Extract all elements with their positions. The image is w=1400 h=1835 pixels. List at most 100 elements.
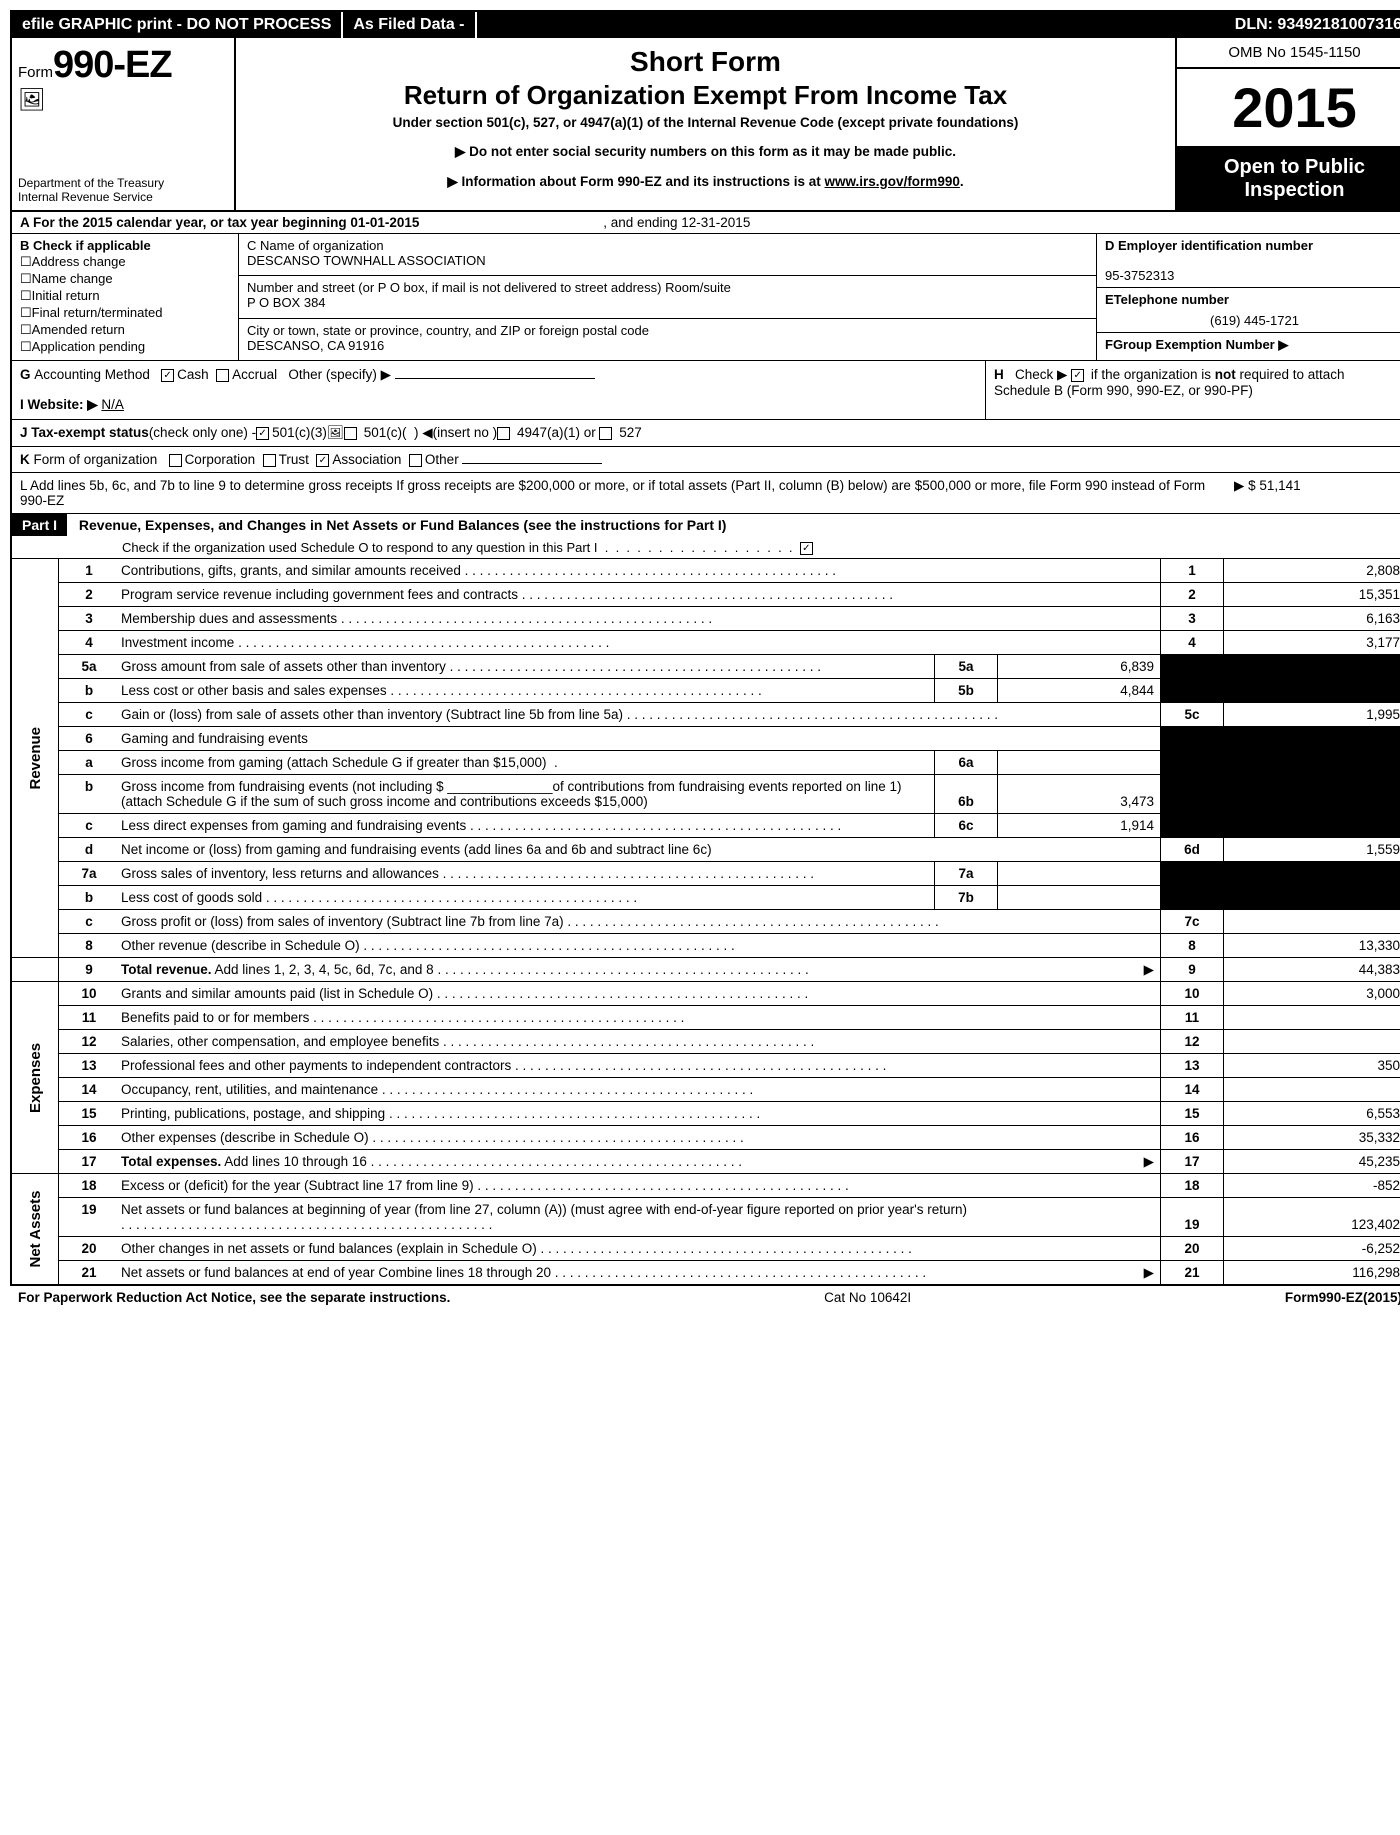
dept-irs: Internal Revenue Service — [18, 190, 228, 204]
efile-label: efile GRAPHIC print - DO NOT PROCESS — [12, 12, 343, 38]
e-val: (619) 445-1721 — [1105, 313, 1400, 328]
inspection: Inspection — [1244, 179, 1344, 202]
line-2: 2 Program service revenue including gove… — [12, 583, 1400, 607]
header-mid: Short Form Return of Organization Exempt… — [236, 38, 1175, 210]
row-gh: G Accounting Method ✓Cash Accrual Other … — [12, 361, 1400, 420]
l-val: ▶ $ 51,141 — [1214, 478, 1400, 508]
line-11: 11 Benefits paid to or for members 11 — [12, 1006, 1400, 1030]
e-phone: ETelephone number (619) 445-1721 — [1097, 288, 1400, 333]
footer: For Paperwork Reduction Act Notice, see … — [10, 1286, 1400, 1309]
line-5c: c Gain or (loss) from sale of assets oth… — [12, 703, 1400, 727]
top-bar: efile GRAPHIC print - DO NOT PROCESS As … — [12, 12, 1400, 38]
c-city-val: DESCANSO, CA 91916 — [247, 338, 1088, 353]
omb-number: OMB No 1545-1150 — [1177, 38, 1400, 69]
bullet-icon: 🖼 — [18, 87, 228, 113]
inspection-box: Open to Public Inspection — [1177, 148, 1400, 210]
cb-pending[interactable]: ☐Application pending — [20, 339, 230, 355]
line-18: Net Assets 18 Excess or (deficit) for th… — [12, 1174, 1400, 1198]
d-label: D Employer identification number — [1105, 238, 1313, 253]
f-group: FGroup Exemption Number ▶ — [1097, 333, 1400, 360]
line-15: 15 Printing, publications, postage, and … — [12, 1102, 1400, 1126]
c-street-val: P O BOX 384 — [247, 295, 1088, 310]
footer-right: Form990-EZ(2015) — [1285, 1290, 1400, 1305]
row-j: J Tax-exempt status(check only one) -✓50… — [12, 420, 1400, 447]
part1-badge: Part I — [12, 514, 67, 536]
cb-final[interactable]: ☐Final return/terminated — [20, 305, 230, 321]
section-bcde: B Check if applicable ☐Address change ☐N… — [12, 234, 1400, 361]
header-right: OMB No 1545-1150 2015 Open to Public Ins… — [1175, 38, 1400, 210]
h-check: H Check ▶ ✓ if the organization is not r… — [985, 361, 1400, 419]
header: Form990-EZ 🖼 Department of the Treasury … — [12, 38, 1400, 212]
b-header: B Check if applicable — [20, 238, 151, 253]
line-13: 13 Professional fees and other payments … — [12, 1054, 1400, 1078]
form-prefix: Form — [18, 64, 53, 81]
e-label: ETelephone number — [1105, 292, 1229, 307]
part1-header: Part I Revenue, Expenses, and Changes in… — [12, 514, 1400, 559]
line-1: Revenue 1 Contributions, gifts, grants, … — [12, 559, 1400, 583]
i-website: I Website: ▶ N/A — [20, 397, 977, 413]
row-a: A For the 2015 calendar year, or tax yea… — [12, 212, 1400, 234]
line-14: 14 Occupancy, rent, utilities, and maint… — [12, 1078, 1400, 1102]
header-left: Form990-EZ 🖼 Department of the Treasury … — [12, 38, 236, 210]
irs-link[interactable]: www.irs.gov/form990 — [825, 174, 960, 189]
line-20: 20 Other changes in net assets or fund b… — [12, 1237, 1400, 1261]
title-short-form: Short Form — [246, 46, 1165, 78]
line-6b: b Gross income from fundraising events (… — [12, 775, 1400, 814]
line-6a: a Gross income from gaming (attach Sched… — [12, 751, 1400, 775]
part1-sub: Check if the organization used Schedule … — [12, 536, 1400, 558]
form-990ez: efile GRAPHIC print - DO NOT PROCESS As … — [10, 10, 1400, 1286]
form-number: Form990-EZ — [18, 44, 228, 87]
footer-left: For Paperwork Reduction Act Notice, see … — [18, 1290, 450, 1305]
note-ssn: ▶ Do not enter social security numbers o… — [246, 144, 1165, 160]
side-revenue: Revenue — [12, 559, 59, 958]
line-10: Expenses 10 Grants and similar amounts p… — [12, 982, 1400, 1006]
g-accounting: G Accounting Method ✓Cash Accrual Other … — [12, 361, 985, 419]
dln-label: DLN: 93492181007316 — [1225, 12, 1400, 38]
c-city-label: City or town, state or province, country… — [247, 323, 1088, 338]
col-de: D Employer identification number 95-3752… — [1096, 234, 1400, 360]
footer-cat: Cat No 10642I — [824, 1290, 911, 1305]
subtitle: Under section 501(c), 527, or 4947(a)(1)… — [246, 115, 1165, 130]
i-label: I Website: ▶ — [20, 397, 98, 412]
c-street: Number and street (or P O box, if mail i… — [239, 276, 1096, 318]
i-val: N/A — [101, 397, 124, 412]
line-9: 9 Total revenue. Add lines 1, 2, 3, 4, 5… — [12, 958, 1400, 982]
col-c: C Name of organization DESCANSO TOWNHALL… — [239, 234, 1096, 360]
form-number-big: 990-EZ — [53, 44, 172, 86]
cb-name[interactable]: ☐Name change — [20, 271, 230, 287]
row-a-end: , and ending 12-31-2015 — [603, 215, 750, 230]
line-8: 8 Other revenue (describe in Schedule O)… — [12, 934, 1400, 958]
line-3: 3 Membership dues and assessments 3 6,16… — [12, 607, 1400, 631]
open-public: Open to Public — [1224, 156, 1365, 179]
cb-initial[interactable]: ☐Initial return — [20, 288, 230, 304]
tax-year: 2015 — [1177, 69, 1400, 148]
d-ein: D Employer identification number 95-3752… — [1097, 234, 1400, 288]
l-text: L Add lines 5b, 6c, and 7b to line 9 to … — [20, 478, 1214, 508]
title-return: Return of Organization Exempt From Incom… — [246, 80, 1165, 111]
line-16: 16 Other expenses (describe in Schedule … — [12, 1126, 1400, 1150]
cb-amended[interactable]: ☐Amended return — [20, 322, 230, 338]
line-7a: 7a Gross sales of inventory, less return… — [12, 862, 1400, 886]
note-info: ▶ Information about Form 990-EZ and its … — [246, 174, 1165, 190]
line-6c: c Less direct expenses from gaming and f… — [12, 814, 1400, 838]
line-6d: d Net income or (loss) from gaming and f… — [12, 838, 1400, 862]
line-5b: b Less cost or other basis and sales exp… — [12, 679, 1400, 703]
line-19: 19 Net assets or fund balances at beginn… — [12, 1198, 1400, 1237]
line-7b: b Less cost of goods sold 7b — [12, 886, 1400, 910]
cb-address[interactable]: ☐Address change — [20, 254, 230, 270]
lines-table: Revenue 1 Contributions, gifts, grants, … — [12, 559, 1400, 1284]
line-12: 12 Salaries, other compensation, and emp… — [12, 1030, 1400, 1054]
line-4: 4 Investment income 4 3,177 — [12, 631, 1400, 655]
dept-block: Department of the Treasury Internal Reve… — [18, 176, 228, 204]
side-netassets: Net Assets — [12, 1174, 59, 1285]
c-name-label: C Name of organization — [247, 238, 1088, 253]
line-21: 21 Net assets or fund balances at end of… — [12, 1261, 1400, 1285]
col-b: B Check if applicable ☐Address change ☐N… — [12, 234, 239, 360]
line-5a: 5a Gross amount from sale of assets othe… — [12, 655, 1400, 679]
line-17: 17 Total expenses. Add lines 10 through … — [12, 1150, 1400, 1174]
c-street-label: Number and street (or P O box, if mail i… — [247, 280, 1088, 295]
note-info-text: ▶ Information about Form 990-EZ and its … — [447, 174, 824, 189]
row-l: L Add lines 5b, 6c, and 7b to line 9 to … — [12, 473, 1400, 514]
f-label: FGroup Exemption Number ▶ — [1105, 337, 1288, 352]
c-name: C Name of organization DESCANSO TOWNHALL… — [239, 234, 1096, 276]
